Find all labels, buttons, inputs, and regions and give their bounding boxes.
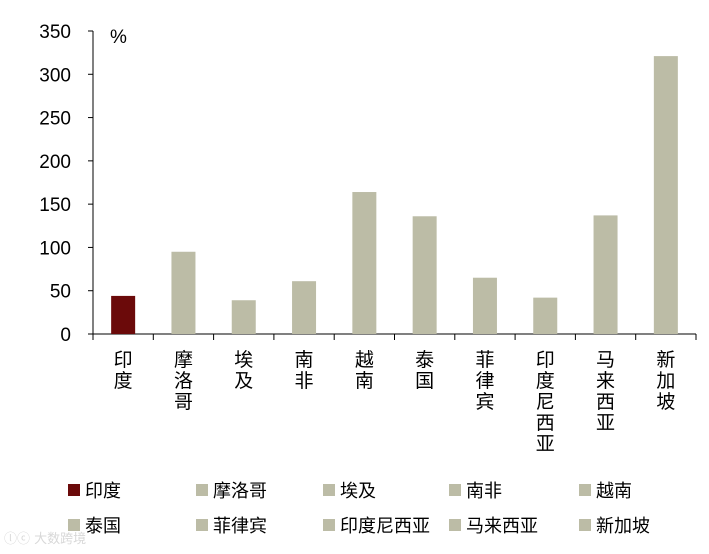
category-label: 西: [596, 391, 615, 413]
bar-6: [412, 216, 437, 334]
legend-item: 埃及: [323, 477, 376, 503]
legend-label: 摩洛哥: [213, 481, 267, 502]
category-label: 泰: [415, 349, 434, 371]
legend-swatch: [68, 519, 80, 531]
category-label: 亚: [536, 433, 555, 455]
category-label: 宾: [475, 391, 494, 413]
category-label: 马: [596, 349, 615, 371]
category-label: 印: [114, 349, 133, 371]
y-tick-label: 200: [39, 152, 71, 173]
legend-item: 新加坡: [579, 512, 650, 538]
bar-4: [292, 281, 317, 334]
legend-item: 印度: [68, 477, 121, 503]
legend-label: 印度: [85, 481, 121, 502]
legend-label: 新加坡: [596, 516, 650, 537]
category-label: 度: [114, 370, 133, 392]
category-label: 度: [536, 370, 555, 392]
legend-item: 菲律宾: [196, 512, 267, 538]
category-label: 加: [656, 370, 675, 392]
legend-item: 越南: [579, 477, 632, 503]
bar-1: [111, 295, 136, 334]
bar-3: [231, 300, 256, 334]
legend-swatch: [449, 484, 461, 496]
y-tick-label: 350: [39, 22, 71, 43]
legend-swatch: [68, 484, 80, 496]
legend-item: 南非: [449, 477, 502, 503]
legend-label: 印度尼西亚: [340, 516, 430, 537]
category-label: 坡: [656, 391, 675, 413]
y-tick-label: 300: [39, 65, 71, 86]
bar-7: [472, 277, 497, 334]
bar-10: [653, 56, 678, 334]
y-tick-label: 50: [50, 282, 71, 303]
legend-label: 马来西亚: [466, 516, 538, 537]
category-label: 新: [656, 349, 675, 371]
category-label: 越: [355, 349, 374, 371]
category-label: 及: [234, 370, 253, 392]
bar-2: [171, 251, 196, 334]
legend-swatch: [579, 484, 591, 496]
category-label: 南: [355, 370, 374, 392]
category-label: 南: [295, 349, 314, 371]
category-label: 洛: [174, 370, 193, 392]
legend-swatch: [323, 519, 335, 531]
category-label: 菲: [475, 349, 494, 371]
y-unit-label: %: [110, 27, 127, 48]
watermark: ⓛⓒ 大数跨境: [4, 532, 87, 547]
category-label: 律: [475, 370, 494, 392]
category-label: 尼: [536, 391, 555, 413]
category-label: 埃: [234, 349, 253, 371]
legend-swatch: [196, 519, 208, 531]
category-label: 非: [295, 370, 314, 392]
bar-8: [533, 297, 558, 334]
category-label: 来: [596, 370, 615, 392]
category-label: 西: [536, 412, 555, 434]
legend-swatch: [323, 484, 335, 496]
category-label: 亚: [596, 412, 615, 434]
legend-label: 埃及: [340, 481, 376, 502]
legend-swatch: [449, 519, 461, 531]
category-label: 国: [415, 370, 434, 392]
y-tick-label: 0: [60, 325, 71, 346]
legend-item: 马来西亚: [449, 512, 538, 538]
legend-item: 摩洛哥: [196, 477, 267, 503]
category-label: 印: [536, 349, 555, 371]
bar-9: [593, 215, 618, 334]
legend-item: 泰国: [68, 512, 121, 538]
y-tick-label: 150: [39, 195, 71, 216]
y-tick-label: 100: [39, 238, 71, 259]
bar-5: [352, 192, 377, 334]
legend-label: 南非: [466, 481, 502, 502]
y-tick-label: 250: [39, 109, 71, 130]
legend-label: 泰国: [85, 516, 121, 537]
legend-label: 菲律宾: [213, 516, 267, 537]
legend-swatch: [579, 519, 591, 531]
category-label: 哥: [174, 391, 193, 413]
legend-label: 越南: [596, 481, 632, 502]
legend-swatch: [196, 484, 208, 496]
category-label: 摩: [174, 349, 193, 371]
legend-item: 印度尼西亚: [323, 512, 430, 538]
